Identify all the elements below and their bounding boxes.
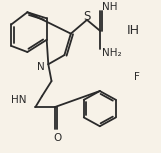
Text: O: O (53, 133, 61, 144)
Text: N: N (37, 62, 44, 72)
Text: F: F (134, 72, 140, 82)
Text: NH₂: NH₂ (102, 48, 122, 58)
Text: NH: NH (102, 2, 118, 12)
Text: HN: HN (11, 95, 27, 105)
Text: S: S (83, 10, 90, 23)
Text: IH: IH (127, 24, 140, 37)
